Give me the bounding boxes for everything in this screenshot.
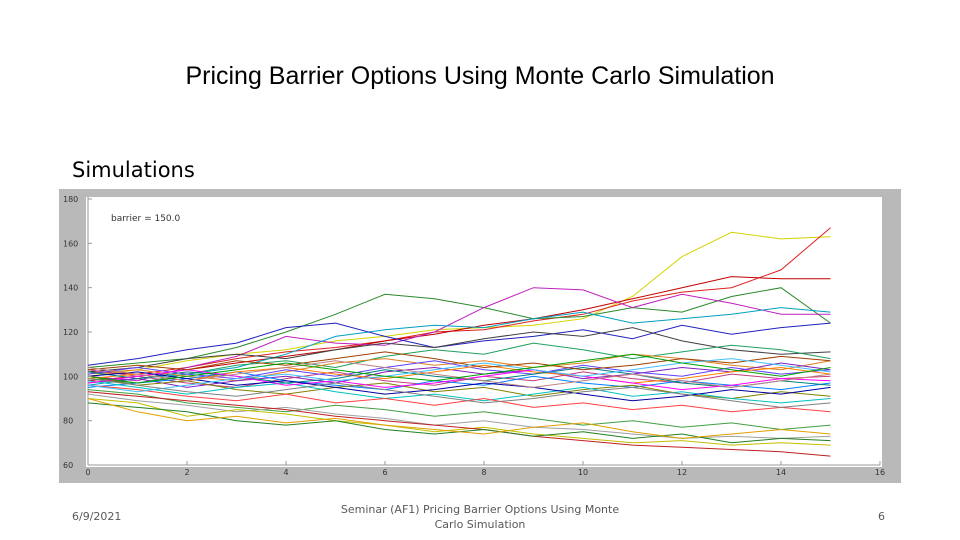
barrier-annotation: barrier = 150.0 [111, 214, 181, 224]
simulation-path-30 [87, 378, 831, 408]
simulation-path-5 [87, 287, 831, 382]
simulation-path-20 [87, 391, 831, 457]
simulation-path-11 [87, 362, 831, 388]
y-tick-label: 100 [63, 372, 78, 381]
simulation-path-14 [87, 375, 831, 400]
simulation-path-13 [87, 371, 831, 391]
x-tick-label: 10 [578, 468, 588, 477]
simulation-path-7 [87, 322, 831, 366]
simulation-path-24 [87, 364, 831, 384]
page-number: 6 [878, 510, 885, 523]
chart-frame: 60 80 100 120 140 160 180 0 2 4 6 8 10 12 14 16 barrier… [59, 189, 901, 483]
simulation-path-32 [87, 353, 831, 384]
simulation-path-3 [87, 276, 831, 382]
x-tick-label: 0 [85, 468, 90, 477]
simulation-path-16 [87, 384, 831, 413]
simulation-path-9 [87, 342, 831, 384]
y-tick-label: 140 [63, 284, 78, 293]
x-tick-label: 6 [382, 468, 387, 477]
simulation-path-6 [87, 307, 831, 386]
simulation-path-19 [87, 398, 831, 446]
simulation-path-18 [87, 393, 831, 439]
x-tick-label: 14 [776, 468, 786, 477]
simulation-path-29 [87, 358, 831, 393]
x-tick-label: 8 [481, 468, 486, 477]
footer-date: 6/9/2021 [72, 510, 122, 523]
x-tick-label: 12 [677, 468, 687, 477]
slide-title: Pricing Barrier Options Using Monte Carl… [185, 62, 775, 90]
simulation-path-4 [87, 287, 831, 368]
x-tick-label: 16 [875, 468, 885, 477]
simulation-path-8 [87, 327, 831, 373]
simulation-path-22 [87, 398, 831, 439]
x-tick-label: 4 [283, 468, 288, 477]
simulation-path-15 [87, 380, 831, 404]
y-tick-label: 60 [63, 461, 73, 470]
footer-title: Seminar (AF1) Pricing Barrier Options Us… [340, 503, 620, 531]
simulation-chart: 60 80 100 120 140 160 180 0 2 4 6 8 10 12 14 16 barrier… [63, 195, 885, 477]
simulation-path-2 [87, 227, 831, 375]
y-tick-label: 180 [63, 195, 78, 204]
simulation-path-25 [87, 366, 831, 388]
y-tick-label: 120 [63, 328, 78, 337]
plot-area [86, 197, 882, 467]
y-tick-label: 80 [63, 417, 73, 426]
x-tick-label: 2 [184, 468, 189, 477]
simulation-path-1 [87, 231, 831, 377]
y-tick-label: 160 [63, 239, 78, 248]
section-heading: Simulations [72, 158, 195, 182]
simulation-path-17 [87, 389, 831, 431]
